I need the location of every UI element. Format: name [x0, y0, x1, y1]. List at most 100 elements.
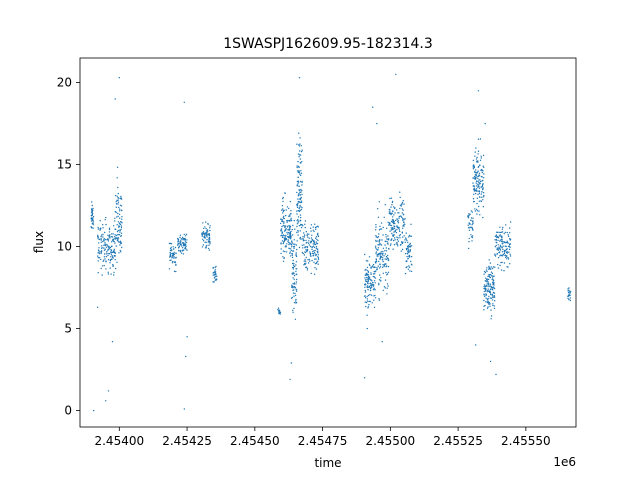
data-point — [169, 242, 172, 245]
data-point — [478, 200, 480, 202]
data-point — [92, 220, 95, 222]
data-point — [302, 236, 304, 238]
data-point — [296, 204, 299, 206]
data-point — [568, 298, 570, 301]
data-point — [399, 237, 401, 239]
data-point — [312, 243, 314, 245]
data-point — [285, 225, 287, 227]
data-point — [468, 223, 471, 225]
data-point — [468, 241, 470, 243]
data-point — [370, 285, 373, 287]
data-point — [485, 294, 487, 296]
data-point — [396, 239, 399, 241]
data-point — [382, 264, 384, 266]
data-point — [303, 232, 305, 234]
data-point — [315, 246, 318, 248]
data-point — [184, 246, 187, 249]
data-point — [177, 242, 180, 245]
data-point — [472, 164, 474, 167]
data-point — [298, 185, 300, 187]
data-point — [410, 260, 412, 263]
data-point — [364, 301, 366, 303]
data-point — [482, 206, 485, 208]
data-point — [286, 221, 288, 224]
data-point — [300, 145, 302, 147]
data-point — [110, 245, 113, 248]
data-point — [99, 251, 101, 253]
data-point — [105, 223, 107, 226]
data-point — [567, 288, 569, 290]
data-point — [409, 250, 411, 252]
data-point — [500, 269, 503, 271]
data-point — [378, 241, 380, 243]
data-point — [366, 300, 369, 302]
data-point — [300, 196, 302, 199]
data-point — [472, 222, 474, 224]
data-point — [208, 244, 210, 246]
data-point — [292, 292, 295, 294]
data-point — [305, 262, 307, 264]
data-point — [173, 248, 175, 250]
data-point — [379, 266, 382, 268]
data-point — [310, 240, 313, 243]
data-point — [500, 254, 503, 257]
data-point — [109, 237, 111, 239]
data-point — [114, 267, 117, 270]
data-point — [380, 277, 382, 279]
data-point — [472, 159, 475, 162]
data-point — [379, 239, 381, 241]
data-point — [288, 243, 290, 246]
data-point — [478, 192, 481, 195]
data-point — [293, 301, 296, 304]
data-point — [288, 207, 290, 210]
data-point — [97, 228, 100, 230]
data-point — [287, 235, 289, 238]
data-point — [116, 237, 118, 239]
data-point — [369, 287, 372, 290]
data-point — [500, 231, 503, 233]
data-point — [489, 288, 492, 290]
data-point — [296, 143, 298, 145]
data-point — [288, 231, 290, 234]
data-point — [403, 221, 405, 223]
data-point — [292, 271, 294, 274]
data-point — [382, 247, 385, 249]
data-point — [372, 106, 374, 108]
data-point — [394, 222, 396, 225]
data-point — [299, 216, 302, 219]
data-point — [111, 239, 114, 241]
data-point — [508, 245, 511, 247]
data-point — [307, 262, 310, 264]
data-point — [293, 247, 295, 249]
y-tick-label: 15 — [57, 158, 72, 172]
data-point — [377, 240, 379, 242]
data-point — [375, 229, 377, 231]
data-point — [393, 214, 395, 216]
data-point — [491, 278, 493, 281]
data-point — [394, 237, 396, 239]
data-point — [503, 249, 506, 252]
data-point — [506, 251, 508, 253]
data-point — [504, 245, 506, 247]
data-point — [206, 233, 209, 235]
data-point — [390, 224, 393, 227]
data-point — [499, 244, 502, 247]
data-point — [304, 262, 306, 265]
data-point — [305, 231, 307, 233]
data-point — [403, 203, 405, 205]
data-point — [97, 226, 99, 229]
data-point — [100, 234, 103, 236]
data-point — [391, 228, 393, 230]
data-point — [404, 241, 406, 243]
data-point — [103, 238, 106, 240]
data-point — [312, 255, 314, 257]
data-point — [375, 251, 378, 253]
data-point — [115, 211, 117, 214]
data-point — [297, 222, 299, 224]
data-point — [104, 239, 107, 241]
data-point — [103, 256, 106, 258]
data-point — [172, 246, 174, 248]
data-point — [484, 295, 486, 298]
data-point — [183, 249, 185, 251]
data-point — [296, 184, 298, 186]
